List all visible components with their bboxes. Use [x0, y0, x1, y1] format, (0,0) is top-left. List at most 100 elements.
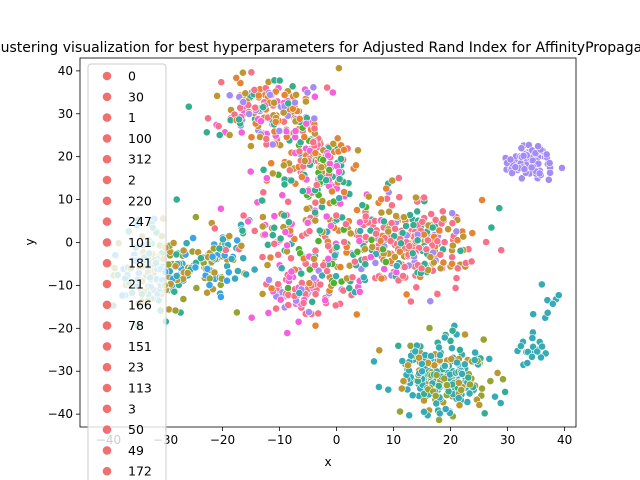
- legend-marker: [102, 466, 112, 477]
- legend-marker: [102, 216, 112, 227]
- scatter-points: [109, 64, 566, 424]
- scatter-point: [232, 308, 241, 317]
- scatter-point: [280, 211, 289, 220]
- scatter-point: [281, 228, 290, 236]
- legend-marker: [102, 258, 112, 269]
- scatter-point: [196, 254, 205, 263]
- scatter-point: [390, 253, 399, 261]
- scatter-point: [350, 257, 359, 266]
- scatter-point: [382, 184, 391, 193]
- scatter-point: [364, 192, 373, 201]
- scatter-point: [247, 68, 256, 77]
- scatter-point: [395, 193, 404, 202]
- scatter-point: [332, 272, 340, 281]
- chart-title: Clustering visualization for best hyperp…: [0, 40, 640, 56]
- scatter-point: [324, 151, 332, 160]
- scatter-point: [319, 261, 328, 270]
- scatter-point: [294, 317, 303, 326]
- scatter-point: [262, 174, 271, 183]
- scatter-point: [318, 197, 327, 205]
- scatter-point: [310, 92, 319, 101]
- axis-ticks: −40−30−20−10010203040−40−30−20−100102030…: [48, 64, 573, 447]
- scatter-point: [376, 236, 385, 245]
- scatter-point: [554, 291, 563, 300]
- scatter-point: [460, 360, 469, 369]
- scatter-point: [455, 345, 464, 354]
- scatter-point: [227, 254, 236, 263]
- scatter-point: [318, 271, 326, 280]
- scatter-point: [423, 236, 432, 245]
- scatter-point: [254, 91, 263, 100]
- scatter-point: [397, 384, 406, 393]
- scatter-point: [420, 396, 428, 405]
- scatter-point: [384, 385, 393, 394]
- scatter-point: [417, 264, 426, 273]
- scatter-point: [247, 313, 256, 322]
- scatter-point: [411, 347, 420, 356]
- scatter-point: [274, 280, 282, 289]
- legend-marker: [102, 91, 112, 102]
- scatter-point: [353, 206, 361, 214]
- scatter-point: [394, 174, 403, 182]
- scatter-point: [413, 207, 422, 216]
- scatter-point: [224, 268, 233, 277]
- scatter-point: [337, 154, 345, 163]
- scatter-point: [454, 378, 463, 387]
- scatter-point: [478, 196, 486, 204]
- scatter-point: [216, 292, 225, 301]
- scatter-point: [335, 175, 344, 183]
- scatter-point: [396, 407, 404, 416]
- scatter-point: [300, 156, 309, 165]
- scatter-point: [305, 227, 314, 236]
- scatter-point: [290, 235, 299, 243]
- scatter-point: [310, 254, 318, 263]
- scatter-point: [335, 194, 344, 203]
- scatter-point: [517, 342, 525, 350]
- scatter-point: [448, 241, 457, 250]
- scatter-point: [291, 127, 300, 136]
- scatter-point: [287, 254, 295, 263]
- scatter-point: [397, 239, 405, 248]
- scatter-point: [546, 168, 554, 177]
- scatter-point: [205, 274, 214, 283]
- scatter-point: [340, 188, 348, 196]
- scatter-point: [171, 306, 180, 315]
- scatter-point: [284, 197, 292, 206]
- scatter-point: [268, 231, 277, 240]
- scatter-point: [203, 264, 212, 273]
- legend-label: 1: [128, 110, 136, 125]
- scatter-point: [295, 114, 304, 123]
- scatter-point: [412, 283, 421, 292]
- scatter-point: [266, 253, 275, 262]
- scatter-point: [415, 353, 423, 362]
- legend-label: 0: [128, 69, 136, 84]
- scatter-point: [218, 235, 227, 244]
- scatter-point: [342, 220, 350, 229]
- y-tick-label: −40: [48, 407, 73, 421]
- scatter-point: [238, 68, 247, 77]
- legend-label: 2: [128, 173, 136, 188]
- scatter-point: [354, 146, 362, 155]
- scatter-point: [258, 222, 267, 231]
- scatter-point: [242, 270, 251, 279]
- scatter-point: [332, 211, 341, 220]
- scatter-point: [298, 187, 307, 195]
- scatter-point: [308, 297, 317, 306]
- scatter-point: [251, 103, 260, 112]
- legend-marker: [102, 341, 112, 352]
- scatter-point: [456, 246, 465, 255]
- scatter-point: [239, 254, 248, 263]
- legend-box: [87, 63, 167, 480]
- legend-label: 172: [128, 464, 152, 479]
- scatter-point: [453, 236, 462, 245]
- scatter-point: [284, 284, 292, 292]
- scatter-point: [184, 102, 193, 111]
- scatter-point: [465, 389, 474, 398]
- scatter-point: [432, 399, 441, 408]
- scatter-point: [296, 138, 305, 147]
- scatter-point: [467, 257, 476, 266]
- scatter-point: [380, 265, 389, 273]
- scatter-point: [259, 165, 268, 174]
- scatter-point: [345, 284, 354, 293]
- x-tick-label: 10: [386, 433, 401, 447]
